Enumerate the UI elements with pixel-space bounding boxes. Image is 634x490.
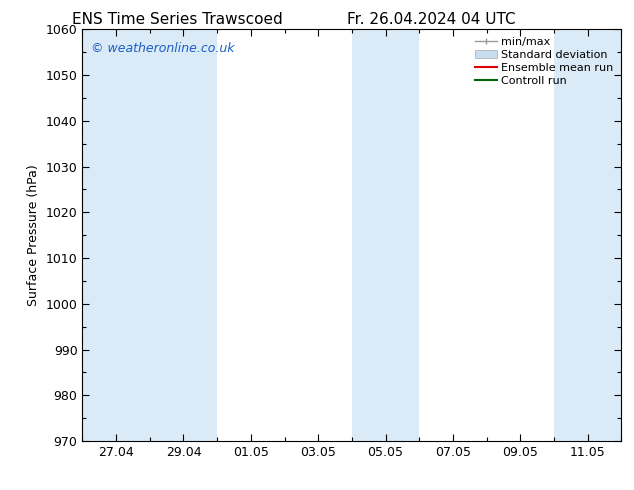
Bar <box>82 29 150 441</box>
Y-axis label: Surface Pressure (hPa): Surface Pressure (hPa) <box>27 164 40 306</box>
Bar <box>554 29 621 441</box>
Text: © weatheronline.co.uk: © weatheronline.co.uk <box>91 42 234 55</box>
Bar <box>352 29 419 441</box>
Text: ENS Time Series Trawscoed: ENS Time Series Trawscoed <box>72 12 283 27</box>
Text: Fr. 26.04.2024 04 UTC: Fr. 26.04.2024 04 UTC <box>347 12 515 27</box>
Bar <box>150 29 217 441</box>
Legend: min/max, Standard deviation, Ensemble mean run, Controll run: min/max, Standard deviation, Ensemble me… <box>470 33 618 90</box>
